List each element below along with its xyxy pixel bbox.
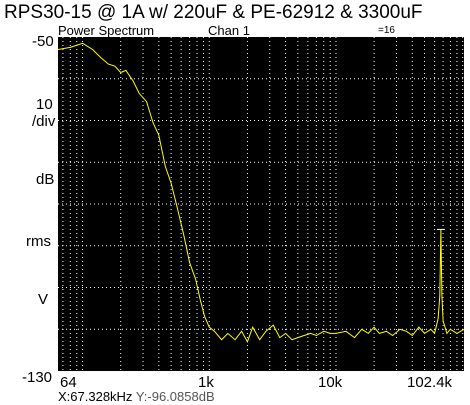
chart-subtitle-channel: Chan 1 xyxy=(208,23,250,38)
x-tick-label-1k: 1k xyxy=(198,374,214,391)
cursor-readout-x: X:67.328kHz xyxy=(58,389,133,404)
y-label-rms: rms xyxy=(26,233,51,250)
plot-area xyxy=(58,37,464,371)
y-label-volts: V xyxy=(38,291,49,308)
plot-background xyxy=(58,37,464,371)
cursor-readout-y: Y:-96.0858dB xyxy=(135,389,215,404)
x-tick-label-64: 64 xyxy=(60,374,77,391)
cursor-readout: X:67.328kHz Y:-96.0858dB xyxy=(58,390,215,404)
y-label-per-div: /div xyxy=(32,113,56,130)
spectrum-trace xyxy=(58,42,464,344)
chart-subtitle-averages: =16 xyxy=(378,25,395,36)
x-tick-label-10k: 10k xyxy=(318,374,343,391)
chart-title: RPS30-15 @ 1A w/ 220uF & PE-62912 & 3300… xyxy=(4,2,423,23)
chart-subtitle-mode: Power Spectrum xyxy=(58,23,155,38)
x-tick-label-102-4k: 102.4k xyxy=(407,374,453,391)
y-bottom-tick-label: -130 xyxy=(22,369,53,386)
y-top-tick-label: -50 xyxy=(32,33,54,50)
y-label-scale: 10 xyxy=(36,96,53,113)
y-label-db: dB xyxy=(36,171,55,188)
